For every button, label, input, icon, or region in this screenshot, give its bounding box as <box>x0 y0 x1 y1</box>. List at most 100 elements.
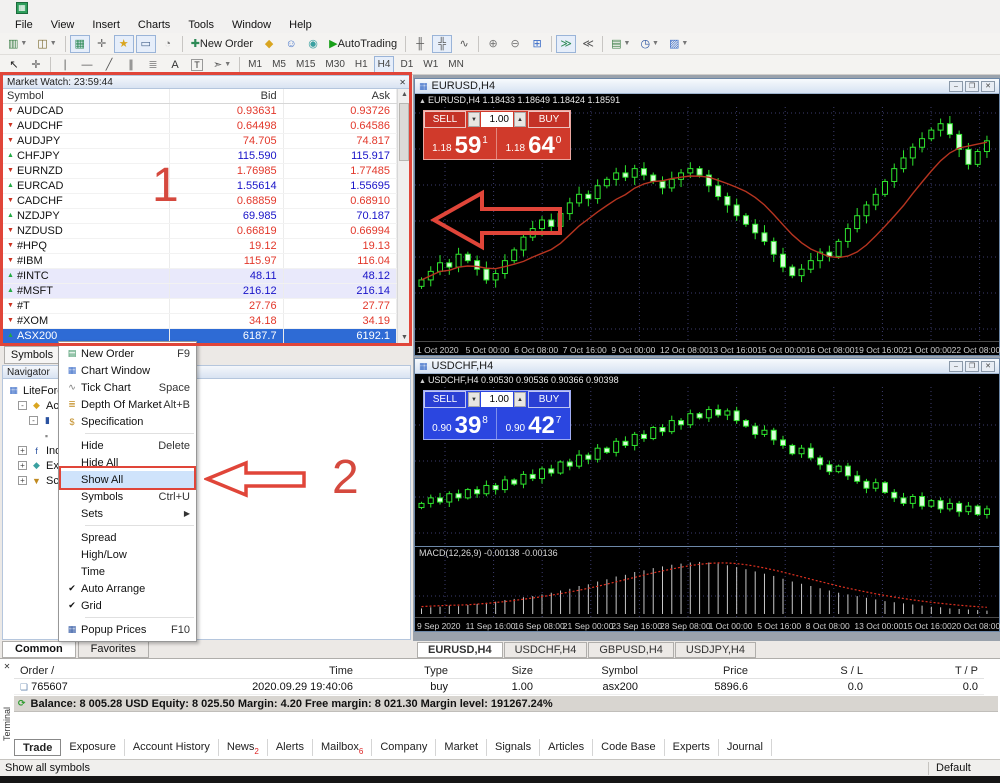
market-watch-row-ibm[interactable]: ▼ #IBM 115.97 116.04 <box>3 254 397 269</box>
fibonacci-button[interactable]: ≣ <box>143 56 163 74</box>
navigator-tab-common[interactable]: Common <box>2 641 76 658</box>
strategy-tester-toggle[interactable]: ◔ <box>158 35 178 53</box>
menu-insert[interactable]: Insert <box>92 18 120 31</box>
collapse-icon[interactable]: ▲ <box>419 98 426 105</box>
terminal-tab-market[interactable]: Market <box>436 739 488 756</box>
sell-price[interactable]: 1.18 59 1 <box>424 128 497 159</box>
terminal-tab-exposure[interactable]: Exposure <box>61 739 125 756</box>
market-watch-row-eurnzd[interactable]: ▼ EURNZD 1.76985 1.77485 <box>3 164 397 179</box>
menu-item-chart-window[interactable]: ▦ Chart Window <box>59 362 196 379</box>
timeframe-h1[interactable]: H1 <box>354 59 368 70</box>
order-row[interactable]: ❏ 765607 2020.09.29 19:40:06 buy 1.00 asx200 5… <box>14 680 984 695</box>
menu-item-time[interactable]: Time <box>59 563 196 580</box>
terminal-column-0[interactable]: Order / <box>20 664 55 677</box>
menu-item-popup-prices[interactable]: ▦ Popup Prices F10 <box>59 621 196 638</box>
trendline-button[interactable]: ╱ <box>99 56 119 74</box>
menu-item-symbols[interactable]: Symbols Ctrl+U <box>59 488 196 505</box>
zoom-out-button[interactable]: ⊖ <box>505 35 525 53</box>
menu-view[interactable]: View <box>50 18 75 31</box>
market-watch-toggle[interactable]: ▦ <box>69 34 90 53</box>
menu-item-hide-all[interactable]: Hide All <box>59 454 196 471</box>
scroll-up-icon[interactable]: ▲ <box>401 91 408 98</box>
volume-down-icon[interactable]: ▼ <box>468 112 480 127</box>
volume-up-icon[interactable]: ▲ <box>514 112 526 127</box>
eurusd-chart-area[interactable]: ▲ EURUSD,H4 1.18433 1.18649 1.18424 1.185… <box>415 94 1000 355</box>
market-watch-row-msft[interactable]: ▲ #MSFT 216.12 216.14 <box>3 284 397 299</box>
column-symbol[interactable]: Symbol <box>3 89 171 103</box>
metaeditor-button[interactable]: ◆ <box>259 35 279 53</box>
data-window-toggle[interactable]: ✛ <box>92 35 112 53</box>
bar-chart-button[interactable]: ╫ <box>410 35 430 53</box>
menu-item-grid[interactable]: ✔ Grid <box>59 597 196 614</box>
tile-windows-button[interactable]: ⊞ <box>527 35 547 53</box>
dropdown-arrow-icon[interactable]: ▼ <box>224 61 232 68</box>
menu-item-depth-of-market[interactable]: ≣ Depth Of Market Alt+B <box>59 396 196 413</box>
market-watch-titlebar[interactable]: Market Watch: 23:59:44 ✕ <box>3 76 410 89</box>
timeframe-mn[interactable]: MN <box>448 59 464 70</box>
menu-item-auto-arrange[interactable]: ✔ Auto Arrange <box>59 580 196 597</box>
terminal-tab-news[interactable]: News 2 <box>219 739 268 756</box>
status-profile[interactable]: Default <box>928 762 996 775</box>
scrollbar-thumb[interactable] <box>399 103 409 161</box>
menu-item-hide[interactable]: Hide Delete <box>59 437 196 454</box>
market-watch-row-t[interactable]: ▼ #T 27.76 27.77 <box>3 299 397 314</box>
minimize-icon[interactable]: – <box>949 80 963 92</box>
chart-tab-usdjpy-h4[interactable]: USDJPY,H4 <box>674 642 756 658</box>
dropdown-arrow-icon[interactable]: ▼ <box>623 40 631 47</box>
terminal-tab-account-history[interactable]: Account History <box>125 739 219 756</box>
channel-button[interactable]: ∥ <box>121 56 141 74</box>
market-watch-row-xom[interactable]: ▼ #XOM 34.18 34.19 <box>3 314 397 329</box>
terminal-tab-articles[interactable]: Articles <box>540 739 594 756</box>
menu-file[interactable]: File <box>15 18 33 31</box>
market-watch-row-hpq[interactable]: ▼ #HPQ 19.12 19.13 <box>3 239 397 254</box>
terminal-tab-company[interactable]: Company <box>372 739 437 756</box>
sell-button[interactable]: SELL <box>424 111 466 128</box>
market-watch-row-audchf[interactable]: ▼ AUDCHF 0.64498 0.64586 <box>3 119 397 134</box>
text-button[interactable]: A <box>165 56 185 74</box>
dropdown-arrow-icon[interactable]: ▼ <box>20 40 28 47</box>
timeframe-m1[interactable]: M1 <box>248 59 263 70</box>
sell-price[interactable]: 0.90 39 8 <box>424 408 497 439</box>
terminal-tab-code-base[interactable]: Code Base <box>593 739 665 756</box>
collapse-icon[interactable]: - <box>18 401 27 410</box>
menu-tools[interactable]: Tools <box>188 18 214 31</box>
expand-icon[interactable]: + <box>18 446 27 455</box>
market-watch-row-nzdjpy[interactable]: ▲ NZDJPY 69.985 70.187 <box>3 209 397 224</box>
chart-tab-usdchf-h4[interactable]: USDCHF,H4 <box>503 642 588 658</box>
collapse-icon[interactable]: - <box>29 416 38 425</box>
timeframe-d1[interactable]: D1 <box>400 59 414 70</box>
menu-help[interactable]: Help <box>289 18 312 31</box>
collapse-icon[interactable]: ▲ <box>419 378 426 385</box>
eurusd-window-titlebar[interactable]: ▦ EURUSD,H4 – ❐ ✕ <box>415 79 999 94</box>
terminal-tab-experts[interactable]: Experts <box>665 739 719 756</box>
terminal-toggle[interactable]: ▭ <box>135 34 156 53</box>
usdchf-chart-area[interactable]: ▲ USDCHF,H4 0.90530 0.90536 0.90366 0.903… <box>415 374 1000 631</box>
terminal-column-1[interactable]: Time <box>328 664 353 677</box>
dropdown-arrow-icon[interactable]: ▼ <box>681 40 689 47</box>
auto-scroll-button[interactable]: ≫ <box>556 34 577 53</box>
market-watch-row-asx200[interactable]: ▲ ASX200 6187.7 6192.1 <box>3 329 397 343</box>
buy-price[interactable]: 1.18 64 0 <box>505 132 562 159</box>
menu-window[interactable]: Window <box>232 18 272 31</box>
menu-charts[interactable]: Charts <box>137 18 171 31</box>
usdchf-candlestick-chart[interactable] <box>415 387 999 545</box>
terminal-column-7[interactable]: T / P <box>954 664 978 677</box>
terminal-tab-mailbox[interactable]: Mailbox 6 <box>313 739 373 756</box>
menu-item-specification[interactable]: $ Specification <box>59 413 196 430</box>
market-watch-row-eurcad[interactable]: ▲ EURCAD 1.55614 1.55695 <box>3 179 397 194</box>
buy-button[interactable]: BUY <box>528 391 570 408</box>
market-watch-tab-symbols[interactable]: Symbols <box>4 346 60 364</box>
new-chart-button[interactable]: ▥ ▼ <box>4 35 31 53</box>
pane-divider[interactable] <box>415 546 999 547</box>
market-watch-row-intc[interactable]: ▲ #INTC 48.11 48.12 <box>3 269 397 284</box>
menu-item-tick-chart[interactable]: ∿ Tick Chart Space <box>59 379 196 396</box>
text-label-button[interactable]: T <box>187 56 207 74</box>
menu-item-high-low[interactable]: High/Low <box>59 546 196 563</box>
terminal-column-2[interactable]: Type <box>424 664 448 677</box>
close-icon[interactable]: ✕ <box>399 77 406 87</box>
timeframe-m30[interactable]: M30 <box>325 59 345 70</box>
menu-item-spread[interactable]: Spread <box>59 529 196 546</box>
timeframe-h4[interactable]: H4 <box>373 55 395 74</box>
dropdown-arrow-icon[interactable]: ▼ <box>49 40 57 47</box>
volume-input[interactable]: 1.00 <box>481 392 513 407</box>
